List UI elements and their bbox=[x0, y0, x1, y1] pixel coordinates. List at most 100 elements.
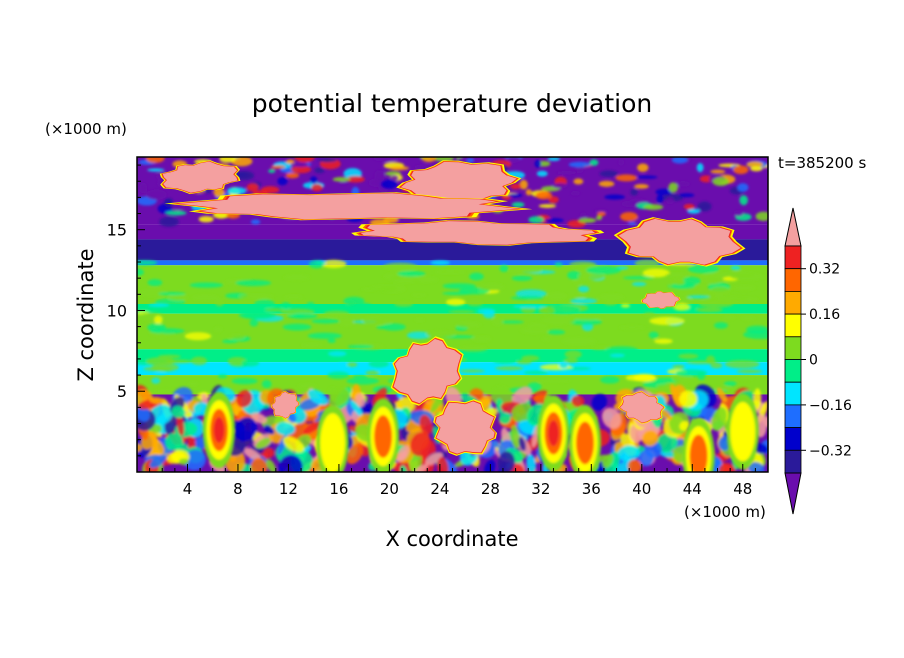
x-tick-label: 36 bbox=[582, 480, 601, 498]
texture-cell bbox=[559, 361, 569, 369]
texture-cell bbox=[370, 285, 398, 292]
turbulence-cell bbox=[437, 456, 449, 472]
x-axis: 4 8 12 16 20 24 28 32 36 40 44 48 bbox=[149, 464, 756, 498]
turbulence-cell bbox=[601, 407, 622, 429]
texture-cell bbox=[346, 362, 358, 367]
texture-cell bbox=[394, 301, 414, 307]
texture-cell bbox=[323, 310, 350, 317]
texture-cell bbox=[241, 359, 260, 367]
upper-noise-cell bbox=[145, 157, 165, 163]
turbulence-cell bbox=[346, 443, 364, 465]
texture-cell bbox=[714, 322, 728, 329]
upper-noise-cell bbox=[604, 194, 625, 200]
turbulence-cell bbox=[266, 459, 277, 472]
warm-cell-0 bbox=[203, 392, 236, 468]
texture-cell bbox=[414, 317, 426, 322]
band-5 bbox=[137, 304, 768, 314]
texture-cell bbox=[137, 260, 158, 266]
warm-region-contour bbox=[360, 221, 595, 245]
texture-cell bbox=[642, 268, 670, 278]
texture-cell bbox=[537, 379, 572, 383]
texture-cell bbox=[231, 377, 258, 385]
texture-cell bbox=[495, 366, 524, 371]
texture-cell bbox=[510, 295, 544, 300]
texture-cell bbox=[648, 331, 659, 339]
warm-region-contour bbox=[618, 218, 741, 265]
turbulence-cell bbox=[184, 449, 206, 471]
texture-cell bbox=[740, 316, 757, 321]
texture-cell bbox=[643, 312, 656, 318]
texture-cell bbox=[620, 303, 630, 308]
turbulence-cell bbox=[171, 405, 186, 419]
turbulence-cell bbox=[711, 407, 727, 431]
contour-field bbox=[137, 157, 768, 472]
texture-cell bbox=[723, 381, 737, 387]
upper-noise-cell bbox=[568, 161, 591, 168]
upper-noise-cell bbox=[696, 162, 704, 173]
texture-cell bbox=[413, 276, 439, 283]
upper-noise-cell bbox=[507, 193, 523, 198]
x-tick-label: 32 bbox=[531, 480, 550, 498]
upper-noise-cell bbox=[671, 157, 688, 164]
x-tick-label: 40 bbox=[632, 480, 651, 498]
y-tick-label: 10 bbox=[107, 301, 127, 320]
texture-cell bbox=[570, 298, 598, 304]
colorbar-swatch bbox=[784, 404, 802, 428]
colorbar-swatch bbox=[784, 427, 802, 451]
upper-noise-cell bbox=[615, 174, 638, 182]
upper-noise-cell bbox=[309, 176, 318, 184]
turbulence-cell bbox=[236, 390, 253, 408]
texture-cell bbox=[561, 337, 597, 345]
texture-cell bbox=[509, 267, 542, 274]
upper-noise-cell bbox=[636, 175, 658, 179]
texture-cell bbox=[365, 370, 380, 376]
texture-cell bbox=[686, 360, 718, 365]
texture-cell bbox=[598, 293, 625, 301]
upper-noise-cell bbox=[656, 194, 664, 204]
texture-cell bbox=[261, 379, 272, 389]
turbulence-cell bbox=[302, 421, 322, 435]
colorbar-tick-label: −0.16 bbox=[809, 398, 852, 414]
turbulence-cell bbox=[498, 411, 512, 425]
upper-noise-cell bbox=[536, 170, 548, 177]
texture-cell bbox=[426, 330, 455, 338]
upper-noise-cell bbox=[599, 170, 619, 177]
turbulence-cell bbox=[250, 457, 268, 472]
upper-noise-cell bbox=[620, 212, 638, 222]
x-tick-label: 20 bbox=[380, 480, 399, 498]
y-unit-label: (×1000 m) bbox=[45, 120, 127, 138]
texture-cell bbox=[282, 323, 312, 331]
turbulence-cell bbox=[165, 433, 184, 451]
texture-cell bbox=[578, 285, 590, 293]
texture-cell bbox=[634, 259, 660, 268]
texture-cell bbox=[154, 371, 166, 376]
texture-cell bbox=[154, 315, 163, 325]
turbulence-cell bbox=[571, 395, 585, 408]
texture-cell bbox=[148, 303, 170, 308]
texture-cell bbox=[311, 318, 340, 324]
y-axis-label: Z coordinate bbox=[74, 248, 98, 381]
upper-noise-cell bbox=[231, 157, 253, 167]
upper-noise-cell bbox=[746, 161, 763, 168]
texture-cell bbox=[538, 306, 555, 315]
texture-layer bbox=[137, 259, 768, 394]
turbulence-cell bbox=[484, 459, 496, 472]
colorbar-tick-label: 0.32 bbox=[809, 262, 840, 278]
upper-noise-cell bbox=[679, 193, 695, 198]
texture-cell bbox=[308, 260, 325, 269]
texture-cell bbox=[168, 294, 189, 301]
texture-cell bbox=[297, 383, 318, 389]
texture-cell bbox=[695, 307, 723, 313]
warm-region-lower-plume-right bbox=[618, 390, 666, 424]
texture-cell bbox=[146, 357, 176, 366]
upper-noise-cell bbox=[311, 183, 323, 192]
turbulence-cell bbox=[602, 453, 614, 468]
turbulence-cell bbox=[413, 464, 428, 472]
texture-cell bbox=[307, 332, 342, 340]
upper-noise-cell bbox=[261, 186, 280, 194]
texture-cell bbox=[564, 350, 582, 359]
texture-cell bbox=[483, 310, 495, 319]
texture-cell bbox=[716, 296, 748, 304]
